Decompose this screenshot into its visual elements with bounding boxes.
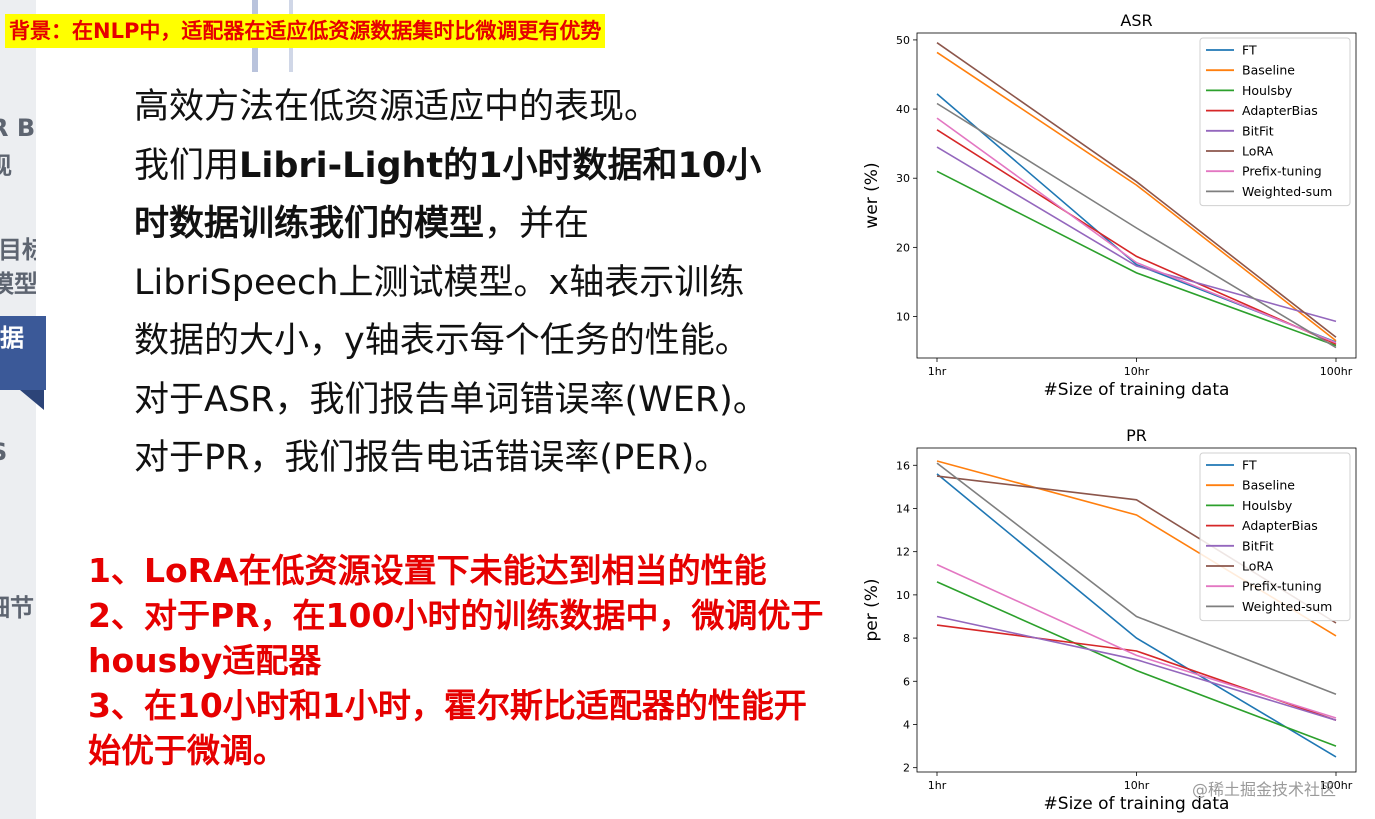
series-line-prefix-tuning (936, 563, 1337, 719)
sidebar-active-marker[interactable] (0, 316, 46, 390)
y-tick-label: 20 (896, 241, 910, 254)
x-tick-label: 100hr (1320, 365, 1353, 378)
description-line: 时数据训练我们的模型，并在 (134, 195, 794, 254)
series-line-weighted-sum (936, 102, 1337, 349)
x-tick-label: 10hr (1124, 365, 1150, 378)
legend-label: FT (1242, 458, 1257, 473)
finding-item: 2、对于PR，在100小时的训练数据中，微调优于housby适配器 (88, 596, 824, 680)
y-axis-label: wer (%) (862, 162, 882, 228)
chart-title: PR (1126, 426, 1147, 445)
legend-label: FT (1242, 43, 1257, 58)
description-line: 高效方法在低资源适应中的表现。 (134, 87, 660, 127)
finding-item: 1、LoRA在低资源设置下未能达到相当的性能 (88, 551, 767, 590)
description-text: 高效方法在低资源适应中的表现。 我们用Libri-Light的1小时数据和10小… (134, 78, 794, 488)
x-tick-label: 10hr (1124, 779, 1150, 792)
legend-label: Baseline (1242, 478, 1295, 493)
series-line-lora (936, 42, 1337, 338)
legend-box (1199, 452, 1351, 622)
legend-label: LoRA (1242, 559, 1274, 574)
x-axis-label: #Size of training data (1044, 794, 1230, 814)
y-tick-label: 2 (903, 762, 910, 775)
description-line: LibriSpeech上测试模型。x轴表示训练 (134, 262, 745, 303)
asr-chart: ASR 10 20 30 40 50 1hr 10hr 100hr #Size of traini… (862, 11, 1357, 400)
x-tick-label: 1hr (928, 779, 947, 792)
series-line-houlsby (936, 581, 1337, 747)
sidebar-item-details[interactable]: 细节 (0, 594, 34, 622)
legend-label: Baseline (1242, 63, 1295, 78)
legend-label: Weighted-sum (1242, 184, 1332, 199)
x-tick-label: 1hr (928, 365, 947, 378)
chart-title: ASR (1120, 11, 1152, 30)
legend-label: Prefix-tuning (1242, 579, 1322, 594)
x-axis-label: #Size of training data (1044, 380, 1230, 400)
background-banner: 背景：在NLP中，适配器在适应低资源数据集时比微调更有优势 (5, 14, 606, 48)
sidebar-item-target[interactable]: 目标 (0, 236, 36, 264)
description-normal: 我们用 (134, 145, 240, 186)
series-line-ft (936, 473, 1337, 758)
legend-box (1199, 37, 1351, 207)
y-tick-label: 12 (896, 546, 910, 559)
y-tick-label: 40 (896, 103, 910, 116)
series-line-bitfit (936, 146, 1337, 323)
y-tick-label: 8 (903, 632, 910, 645)
legend-label: LoRA (1242, 144, 1274, 159)
description-bold: Libri-Light的1小时数据和10小 (239, 145, 762, 186)
legend-label: Weighted-sum (1242, 599, 1332, 614)
series-line-bitfit (936, 615, 1337, 721)
finding-item: 3、在10小时和1小时，霍尔斯比适配器的性能开始优于微调。 (88, 686, 807, 770)
sidebar-item-s[interactable]: S (0, 438, 7, 466)
y-tick-label: 30 (896, 172, 910, 185)
y-tick-label: 14 (896, 502, 910, 515)
y-tick-label: 16 (896, 459, 910, 472)
description-bold: 时数据训练我们的模型 (134, 204, 485, 244)
sidebar-item-data[interactable]: 据 (0, 324, 24, 352)
legend-label: Prefix-tuning (1242, 164, 1322, 179)
y-axis-label: per (%) (862, 578, 882, 641)
description-normal: ，并在 (484, 204, 590, 244)
y-tick-label: 4 (903, 718, 910, 731)
series-line-adapterbias (936, 129, 1337, 345)
legend-label: AdapterBias (1242, 103, 1318, 118)
sidebar-item-model[interactable]: 模型 (0, 270, 36, 298)
sidebar-item-rb[interactable]: R B (0, 114, 36, 142)
legend-label: BitFit (1242, 123, 1274, 138)
series-line-houlsby (936, 170, 1337, 347)
sidebar-item-xian[interactable]: 现 (0, 146, 12, 181)
findings-list: 1、LoRA在低资源设置下未能达到相当的性能 2、对于PR，在100小时的训练数… (88, 548, 833, 773)
description-line: 对于PR，我们报告电话错误率(PER)。 (134, 438, 730, 478)
legend-label: AdapterBias (1242, 518, 1318, 533)
legend-label: BitFit (1242, 538, 1274, 553)
legend-label: Houlsby (1242, 83, 1293, 98)
description-line: 数据的大小，y轴表示每个任务的性能。 (134, 321, 750, 361)
y-tick-label: 6 (903, 675, 910, 688)
legend-label: Houlsby (1242, 498, 1293, 513)
series-line-weighted-sum (936, 462, 1337, 695)
series-line-baseline (936, 51, 1337, 342)
description-line: 对于ASR，我们报告单词错误率(WER)。 (134, 379, 768, 420)
y-tick-label: 10 (896, 311, 910, 324)
series-line-prefix-tuning (936, 117, 1337, 344)
y-tick-label: 10 (896, 589, 910, 602)
pr-chart: PR 2 4 6 8 10 12 14 16 1hr 10hr 100hr #Size of train… (862, 426, 1357, 814)
y-tick-label: 50 (896, 34, 910, 47)
description-line: 我们用Libri-Light的1小时数据和10小 (134, 137, 794, 196)
sidebar-active-marker-tip (20, 390, 44, 410)
watermark: @稀土掘金技术社区 (1192, 780, 1337, 799)
x-tick-label: 100hr (1320, 779, 1353, 792)
